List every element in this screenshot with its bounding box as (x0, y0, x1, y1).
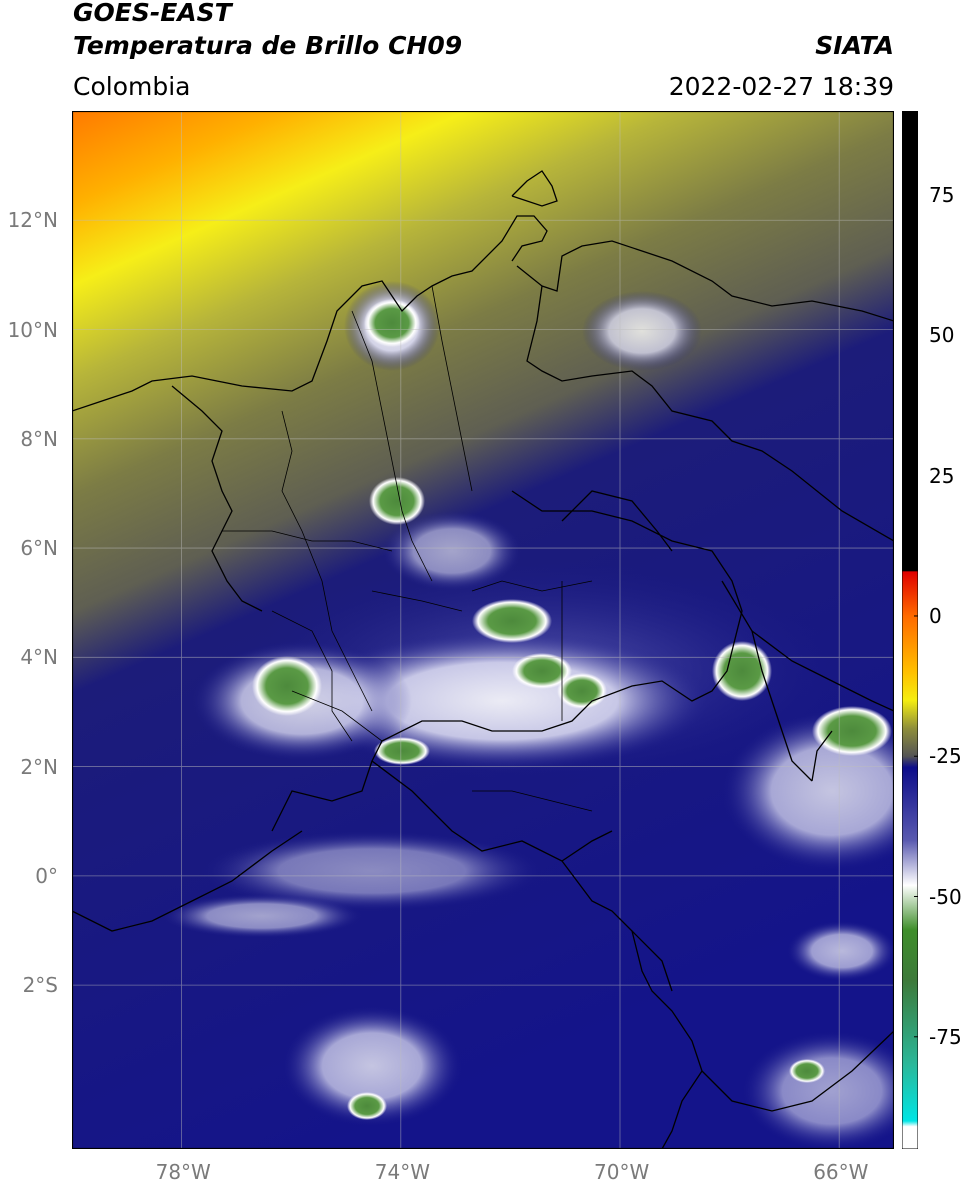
colorbar-tick-label: 75 (929, 183, 955, 208)
lat-tick-label: 2°N (20, 754, 58, 779)
colorbar-tick-label: -75 (929, 1024, 962, 1049)
lat-tick-label: 8°N (20, 426, 58, 451)
product-title: Temperatura de Brillo CH09 (73, 31, 463, 60)
timestamp-label: 2022-02-27 18:39 (668, 72, 894, 101)
map-frame (72, 111, 894, 1149)
satellite-title: GOES-EAST (73, 0, 232, 27)
gridlines (72, 111, 894, 1149)
colorbar-tick-label: 25 (929, 463, 955, 488)
region-label: Colombia (73, 72, 191, 101)
colorbar-tick-label: 50 (929, 323, 955, 348)
lon-tick-label: 74°W (374, 1160, 431, 1184)
colorbar-tick-label: -25 (929, 744, 962, 769)
lat-tick-label: 4°N (20, 645, 58, 670)
country-borders (72, 170, 894, 1149)
colorbar-tick-label: -50 (929, 884, 962, 909)
lon-tick-label: 66°W (813, 1160, 869, 1184)
lat-tick-label: 6°N (20, 536, 58, 561)
temperature-colorbar (902, 111, 918, 1149)
brightness-temperature-map (72, 111, 894, 1149)
source-label: SIATA (815, 31, 894, 60)
lat-tick-label: 2°S (22, 973, 58, 998)
lat-tick-label: 10°N (7, 317, 58, 342)
colorbar-ramp (902, 111, 918, 1149)
lon-tick-label: 70°W (594, 1160, 650, 1184)
cloud-layer (162, 281, 894, 1149)
lat-tick-label: 0° (35, 863, 58, 888)
colorbar-tick-label: 0 (929, 603, 942, 628)
lat-tick-label: 12°N (7, 208, 58, 233)
lon-tick-label: 78°W (155, 1160, 211, 1184)
internal-borders (222, 285, 593, 812)
